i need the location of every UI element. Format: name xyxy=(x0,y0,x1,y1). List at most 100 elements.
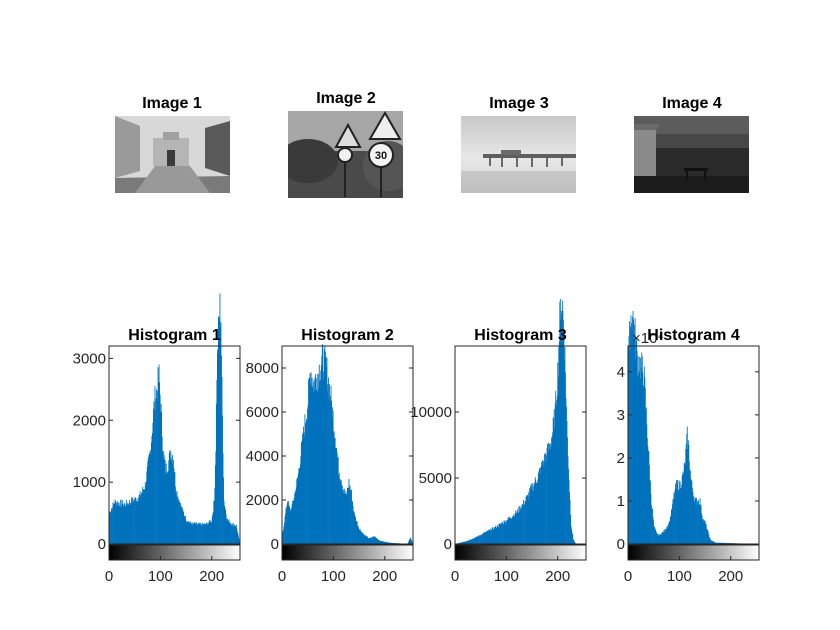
histogram-bar xyxy=(153,401,155,544)
histogram-bars xyxy=(109,293,240,544)
histogram-bar xyxy=(195,522,197,544)
histogram-bar xyxy=(694,502,695,544)
histogram-bar xyxy=(391,542,393,544)
histogram-bar xyxy=(566,406,567,544)
histogram-bar xyxy=(465,541,467,544)
histogram-bar xyxy=(509,518,511,544)
histogram-bar xyxy=(688,444,690,544)
histogram-bar xyxy=(299,468,301,544)
histogram-bar xyxy=(544,453,545,544)
histogram-bar xyxy=(220,326,221,544)
histogram-bar xyxy=(654,526,655,544)
histogram-bar xyxy=(306,418,307,544)
histogram-bar xyxy=(692,497,694,544)
y-tick-label: 2 xyxy=(617,450,625,467)
histogram-bar xyxy=(136,498,138,544)
histogram-bar xyxy=(122,500,124,544)
histogram-bar xyxy=(166,473,168,544)
histogram-bar xyxy=(493,529,495,544)
histogram-bar xyxy=(374,536,375,544)
histogram-bar xyxy=(503,520,505,544)
histogram-bar xyxy=(681,484,683,544)
histogram-bar xyxy=(411,542,413,544)
histogram-bar xyxy=(479,535,480,544)
histogram-bar xyxy=(509,516,511,544)
histogram-bar xyxy=(359,529,361,544)
histogram-bar xyxy=(346,487,348,544)
histogram-bar xyxy=(662,532,664,544)
histogram-bar xyxy=(282,531,284,544)
histogram-bar xyxy=(341,485,343,544)
histogram-bar xyxy=(156,389,157,544)
histogram-bar xyxy=(703,519,705,544)
histogram-bar xyxy=(522,503,523,544)
histogram-bar xyxy=(378,539,380,544)
histogram-bar xyxy=(229,523,231,544)
histogram-bar xyxy=(118,502,120,544)
histogram-bar xyxy=(519,510,521,544)
histogram-bar xyxy=(381,541,383,544)
histogram-bar xyxy=(650,493,652,544)
histogram-bar xyxy=(358,527,360,544)
histogram-bar xyxy=(172,463,174,544)
histogram-bar xyxy=(704,521,706,544)
histogram-bar xyxy=(644,377,646,544)
histogram-bar xyxy=(142,489,144,544)
histogram-bar xyxy=(528,495,530,544)
histogram-bar xyxy=(471,539,473,544)
histogram-bar xyxy=(168,452,170,544)
histogram-bar xyxy=(293,498,295,544)
histogram-bar xyxy=(561,314,563,544)
histogram-bar xyxy=(389,542,391,544)
histogram-bar xyxy=(181,506,183,544)
histogram-bar xyxy=(683,463,685,544)
histogram-bar xyxy=(160,403,162,544)
histogram-bar xyxy=(284,522,285,544)
histogram-bar xyxy=(291,509,293,544)
histogram-bar xyxy=(289,506,291,544)
histogram-bar xyxy=(717,542,719,544)
histogram-bar xyxy=(286,508,287,544)
histogram-bar xyxy=(634,318,636,544)
histogram-bar xyxy=(141,492,143,544)
histogram-bar xyxy=(151,435,153,544)
histogram-bar xyxy=(512,516,514,544)
histogram-bar xyxy=(669,522,671,544)
histogram-bar xyxy=(567,456,569,544)
histogram-bar xyxy=(534,477,536,544)
histogram-bar xyxy=(200,523,202,544)
histogram-bar xyxy=(109,511,111,544)
histogram-bar xyxy=(386,542,388,544)
histogram-bar xyxy=(121,506,123,544)
histogram-bar xyxy=(689,470,691,544)
histogram-bar xyxy=(684,462,686,544)
histogram-bar xyxy=(326,366,327,544)
histogram-bar xyxy=(689,470,691,544)
histogram-bar xyxy=(551,437,553,544)
histogram-bar xyxy=(292,500,294,544)
histogram-bar xyxy=(652,508,653,544)
histogram-bar xyxy=(724,542,726,544)
histogram-bar xyxy=(573,540,575,544)
axes-frame xyxy=(454,345,587,545)
histogram-bar xyxy=(639,378,641,544)
histogram-bar xyxy=(322,371,324,544)
histogram-bar xyxy=(495,525,497,544)
x-tick-label: 100 xyxy=(321,568,346,585)
histogram-bar xyxy=(678,490,680,544)
histogram-bar xyxy=(388,542,390,544)
axes-frame xyxy=(627,345,760,545)
histogram-3: 0 5000 10000 0 100 200 Histogram 3 xyxy=(410,298,587,585)
histogram-bar xyxy=(500,523,502,544)
histogram-bar xyxy=(343,488,345,544)
histogram-bar xyxy=(362,534,364,544)
histogram-bar xyxy=(114,503,115,544)
y-tick-label: 3000 xyxy=(73,350,106,367)
histogram-bar xyxy=(637,356,639,544)
histogram-bar xyxy=(466,540,468,544)
y-tick-label: 2000 xyxy=(246,492,279,509)
histogram-bar xyxy=(652,516,654,544)
histogram-bar xyxy=(489,529,491,544)
histogram-bar xyxy=(201,526,203,544)
histogram-bar xyxy=(722,542,724,544)
